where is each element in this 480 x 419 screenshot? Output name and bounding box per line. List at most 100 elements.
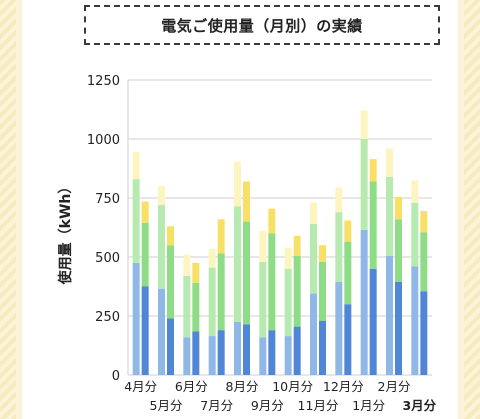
bar-segment — [420, 210, 428, 233]
bar-segment — [268, 330, 276, 375]
page-stripe-left — [0, 0, 16, 419]
bar-segment — [208, 248, 216, 268]
x-tick-label: 9月分 — [251, 398, 284, 413]
y-tick-label: 250 — [95, 310, 120, 325]
x-tick-label: 6月分 — [175, 379, 208, 394]
x-tick-label: 11月分 — [298, 398, 339, 413]
bar-segment — [243, 181, 250, 222]
title-box: 電気ご使用量（月別）の実績 — [84, 5, 440, 45]
bar-segment — [132, 151, 140, 180]
bar-segment — [158, 205, 165, 289]
y-axis-label: 使用量（kWh） — [57, 180, 74, 286]
bar-segment — [411, 266, 419, 375]
bar-segment — [268, 208, 276, 234]
bar-segment — [369, 268, 377, 375]
bar-segment — [183, 254, 191, 276]
bar-segment — [360, 110, 368, 139]
bar-segment — [208, 267, 216, 337]
bar-segment — [395, 281, 402, 375]
bar-segment — [310, 223, 317, 294]
bar-segment — [208, 336, 216, 375]
bar-segment — [234, 321, 241, 375]
bar-segment — [284, 247, 292, 269]
bar-segment — [319, 261, 326, 321]
bar-segment — [192, 262, 200, 283]
bar-segment — [158, 186, 165, 206]
bar-segment — [268, 233, 276, 331]
bar-segment — [411, 180, 419, 203]
bar-segment — [386, 176, 393, 256]
bar-segment — [335, 187, 343, 213]
y-tick-label: 1000 — [87, 133, 120, 148]
x-tick-label: 7月分 — [200, 398, 233, 413]
bar-segment — [217, 253, 225, 331]
bar-segment — [335, 212, 343, 282]
bar-segment — [167, 318, 174, 375]
x-tick-label: 8月分 — [226, 379, 259, 394]
bar-segment — [158, 288, 165, 375]
bar-segment — [132, 179, 140, 263]
y-tick-label: 0 — [112, 369, 120, 384]
bar-segment — [234, 161, 241, 207]
bar-segment — [192, 331, 200, 375]
bar-segment — [344, 304, 352, 375]
bar-segment — [243, 324, 250, 375]
bar-segment — [183, 337, 191, 375]
bar-segment — [132, 262, 140, 375]
bar-segment — [386, 255, 393, 375]
bar-segment — [167, 226, 174, 246]
bar-segment — [183, 275, 191, 338]
bar-segment — [310, 202, 317, 224]
bar-segment — [217, 330, 225, 375]
x-tick-label: 1月分 — [352, 398, 385, 413]
bar-segment — [395, 196, 402, 220]
y-tick-label: 1250 — [87, 74, 120, 89]
x-tick-label: 2月分 — [378, 379, 411, 394]
bar-segment — [217, 219, 225, 254]
x-tick-label: 4月分 — [124, 379, 157, 394]
bar-segment — [259, 231, 267, 262]
x-tick-label: 5月分 — [150, 398, 183, 413]
bar-segment — [243, 221, 250, 325]
bar-segment — [360, 229, 368, 375]
bar-segment — [411, 202, 419, 267]
x-tick-label: 10月分 — [272, 379, 313, 394]
bar-segment — [192, 282, 200, 332]
bar-segment — [344, 241, 352, 305]
bar-segment — [319, 245, 326, 262]
y-tick-labels: 0 250 500 750 1000 1250 — [87, 74, 120, 384]
x-tick-labels: 4月分 5月分 6月分 7月分 8月分 9月分 10月分 11月分 12月分 1月分 2月分 3月分 — [124, 379, 436, 413]
bar-segment — [284, 336, 292, 375]
bar-segment — [259, 337, 267, 375]
bar-segment — [335, 281, 343, 375]
bar-segment — [360, 139, 368, 230]
bar-segment — [293, 326, 301, 375]
bar-segment — [234, 206, 241, 322]
bar-segment — [386, 148, 393, 177]
bar-segment — [310, 293, 317, 375]
y-tick-label: 500 — [95, 251, 120, 266]
bar-segment — [344, 220, 352, 242]
bar-segment — [259, 261, 267, 338]
bar-segment — [293, 235, 301, 256]
grid-lines — [127, 79, 432, 376]
bar-segment — [293, 255, 301, 327]
y-tick-label: 750 — [95, 192, 120, 207]
bar-segment — [141, 222, 149, 287]
bar-segment — [141, 286, 149, 375]
page-stripe-right — [464, 0, 480, 419]
bar-segment — [395, 219, 402, 282]
x-tick-label: 3月分 — [402, 398, 436, 413]
bar-segment — [284, 268, 292, 337]
bar-segment — [420, 291, 428, 375]
bar-segment — [420, 232, 428, 292]
bar-segment — [167, 245, 174, 319]
bars — [132, 110, 428, 375]
bar-segment — [369, 159, 377, 182]
page-title: 電気ご使用量（月別）の実績 — [161, 16, 363, 35]
bar-segment — [141, 201, 149, 223]
x-tick-label: 12月分 — [323, 379, 364, 394]
bar-segment — [319, 320, 326, 375]
bar-segment — [369, 181, 377, 269]
